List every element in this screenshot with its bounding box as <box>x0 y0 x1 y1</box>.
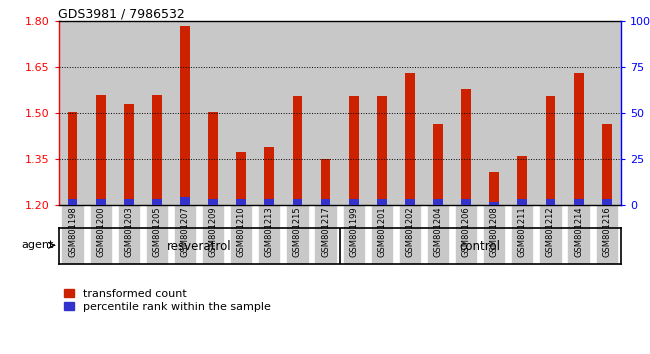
Bar <box>480 21 508 205</box>
Bar <box>208 112 218 205</box>
Bar <box>237 199 246 205</box>
Bar <box>152 95 162 205</box>
Bar <box>96 95 105 205</box>
Bar <box>377 96 387 205</box>
Bar <box>508 21 536 205</box>
Bar <box>171 21 199 205</box>
Bar <box>564 21 593 205</box>
Bar <box>339 21 368 205</box>
Bar <box>320 199 330 205</box>
Bar <box>255 21 283 205</box>
Bar <box>152 199 162 205</box>
Bar <box>265 147 274 205</box>
Bar <box>124 199 134 205</box>
Bar <box>58 21 86 205</box>
Bar <box>311 21 340 205</box>
Bar <box>349 96 359 205</box>
Legend: transformed count, percentile rank within the sample: transformed count, percentile rank withi… <box>64 289 271 312</box>
Bar <box>265 199 274 205</box>
Bar <box>424 21 452 205</box>
Bar <box>86 21 115 205</box>
Text: agent: agent <box>21 240 54 250</box>
Bar <box>377 199 387 205</box>
Bar <box>545 199 555 205</box>
Bar <box>574 199 584 205</box>
Bar <box>180 197 190 205</box>
Text: GDS3981 / 7986532: GDS3981 / 7986532 <box>58 7 185 20</box>
Bar <box>292 96 302 205</box>
Bar <box>517 156 527 205</box>
Bar <box>96 199 105 205</box>
Bar <box>349 199 359 205</box>
Bar <box>208 199 218 205</box>
Bar <box>405 73 415 205</box>
Bar <box>292 199 302 205</box>
Bar <box>545 96 555 205</box>
Bar <box>368 21 396 205</box>
Bar <box>433 124 443 205</box>
Bar <box>405 199 415 205</box>
Bar <box>462 89 471 205</box>
Bar <box>536 21 564 205</box>
Text: control: control <box>460 240 500 252</box>
Bar <box>602 199 612 205</box>
Bar <box>68 112 77 205</box>
Bar <box>115 21 143 205</box>
Bar <box>124 104 134 205</box>
Bar <box>237 152 246 205</box>
Bar <box>452 21 480 205</box>
Bar <box>433 199 443 205</box>
Bar <box>396 21 424 205</box>
Bar <box>143 21 171 205</box>
Bar <box>462 199 471 205</box>
Bar <box>320 159 330 205</box>
Bar <box>283 21 311 205</box>
Bar <box>517 199 527 205</box>
Bar <box>574 73 584 205</box>
Bar <box>180 26 190 205</box>
Text: resveratrol: resveratrol <box>167 240 231 252</box>
Bar <box>489 172 499 205</box>
Bar <box>593 21 621 205</box>
Bar <box>602 124 612 205</box>
Bar <box>227 21 255 205</box>
Bar <box>199 21 228 205</box>
Bar <box>489 202 499 205</box>
Bar <box>68 199 77 205</box>
